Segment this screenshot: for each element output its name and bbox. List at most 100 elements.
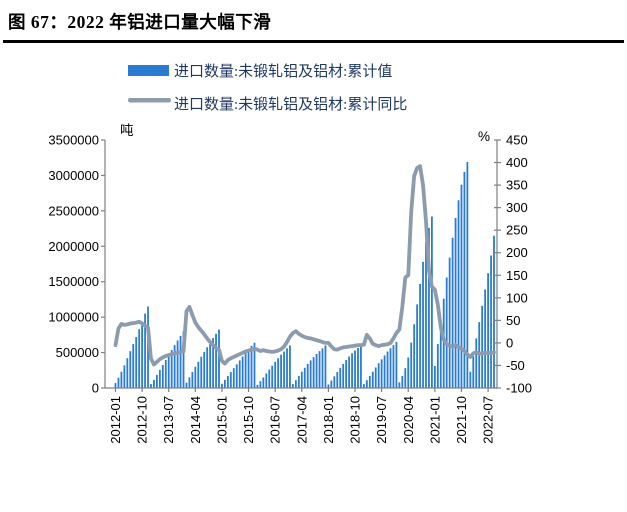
- bar: [123, 365, 126, 388]
- bar: [380, 359, 383, 388]
- bar: [114, 383, 117, 388]
- bar: [321, 348, 324, 388]
- figure-title-block: 图 67：2022 年铝进口量大幅下滑: [3, 0, 624, 43]
- legend-line-label: 进口数量:未锻轧铝及铝材:累计同比: [174, 96, 407, 113]
- bar: [120, 371, 123, 388]
- bar: [413, 324, 416, 388]
- bar: [365, 380, 368, 388]
- bar: [342, 363, 345, 388]
- bar: [354, 350, 356, 388]
- bar: [345, 360, 348, 388]
- bar: [416, 304, 419, 388]
- right-axis-tick-label: 250: [506, 223, 528, 238]
- bar: [161, 364, 164, 388]
- bar: [339, 367, 342, 388]
- right-axis-tick-label: 300: [506, 200, 528, 215]
- x-axis-tick-label: 2015-10: [241, 396, 256, 444]
- bar: [490, 255, 492, 388]
- bar: [197, 361, 200, 388]
- bar: [226, 375, 229, 388]
- bar: [144, 313, 146, 388]
- bar: [265, 373, 268, 388]
- bar: [330, 380, 333, 388]
- bar: [126, 358, 129, 388]
- chart-area: 进口数量:未锻轧铝及铝材:累计值 进口数量:未锻轧铝及铝材:累计同比 3500000…: [0, 43, 627, 503]
- bar: [173, 345, 176, 388]
- bar: [215, 333, 217, 388]
- x-axis-tick-label: 2014-04: [188, 396, 203, 444]
- bar: [475, 338, 478, 388]
- bar: [487, 273, 489, 388]
- right-axis-tick-label: 50: [506, 313, 520, 328]
- bar: [271, 365, 274, 388]
- bar: [129, 351, 132, 388]
- bar: [389, 348, 392, 388]
- left-axis-tick-label: 2000000: [48, 239, 99, 254]
- bar: [179, 335, 182, 388]
- left-axis-tick-label: 3000000: [48, 168, 99, 183]
- bar: [224, 379, 226, 388]
- bar: [294, 380, 297, 388]
- bar: [303, 367, 306, 388]
- bar: [401, 375, 404, 388]
- right-axis-tick-label: 150: [506, 268, 528, 283]
- bar: [253, 342, 256, 388]
- bar: [333, 376, 336, 388]
- bar: [377, 363, 380, 388]
- bar: [274, 361, 277, 388]
- bar: [360, 345, 362, 388]
- bar: [439, 321, 442, 388]
- bar: [472, 356, 475, 388]
- bar: [292, 384, 294, 388]
- bar: [277, 358, 280, 388]
- bar: [407, 357, 410, 388]
- bar: [368, 375, 371, 388]
- bar: [463, 171, 466, 388]
- bar: [250, 345, 253, 388]
- bar: [454, 217, 457, 388]
- left-axis-tick-label: 1000000: [48, 310, 99, 325]
- bar: [286, 348, 288, 388]
- right-axis-tick-label: -50: [506, 358, 525, 373]
- bar: [241, 356, 244, 388]
- bar: [135, 336, 138, 388]
- bar: [283, 351, 285, 388]
- bar: [256, 384, 259, 388]
- bar: [425, 242, 427, 388]
- bar: [442, 298, 445, 388]
- bar: [309, 360, 312, 388]
- bar: [200, 356, 203, 388]
- bar: [262, 377, 265, 388]
- bar: [493, 235, 495, 388]
- bar: [280, 354, 282, 388]
- left-axis-unit: 吨: [120, 123, 134, 138]
- x-axis-labels: 2012-01 2012-10 2013-07 2014-04 2015-01 2015-…: [108, 388, 496, 444]
- bar: [235, 364, 238, 388]
- bar: [404, 368, 407, 388]
- bar: [138, 329, 141, 388]
- left-axis-tick-label: 500000: [56, 345, 99, 360]
- bar: [460, 184, 463, 388]
- bar: [206, 347, 209, 388]
- bar: [132, 344, 135, 388]
- bar: [312, 357, 315, 388]
- bar: [315, 353, 318, 388]
- bar: [221, 383, 223, 388]
- x-axis-tick-label: 2022-07: [481, 396, 496, 444]
- bar: [383, 355, 386, 388]
- x-axis-tick-label: 2013-07: [161, 396, 176, 444]
- bar: [238, 360, 241, 388]
- bar: [324, 345, 327, 388]
- bar: [410, 342, 413, 388]
- bar: [318, 351, 321, 388]
- bar: [218, 329, 220, 388]
- bar: [268, 369, 271, 388]
- bar: [117, 377, 120, 388]
- legend-bar-label: 进口数量:未锻轧铝及铝材:累计值: [174, 63, 392, 80]
- x-axis-tick-label: 2021-01: [427, 396, 442, 444]
- bar: [457, 200, 460, 388]
- bar: [351, 353, 353, 388]
- x-axis-tick-label: 2016-07: [268, 396, 283, 444]
- left-axis-tick-label: 1500000: [48, 274, 99, 289]
